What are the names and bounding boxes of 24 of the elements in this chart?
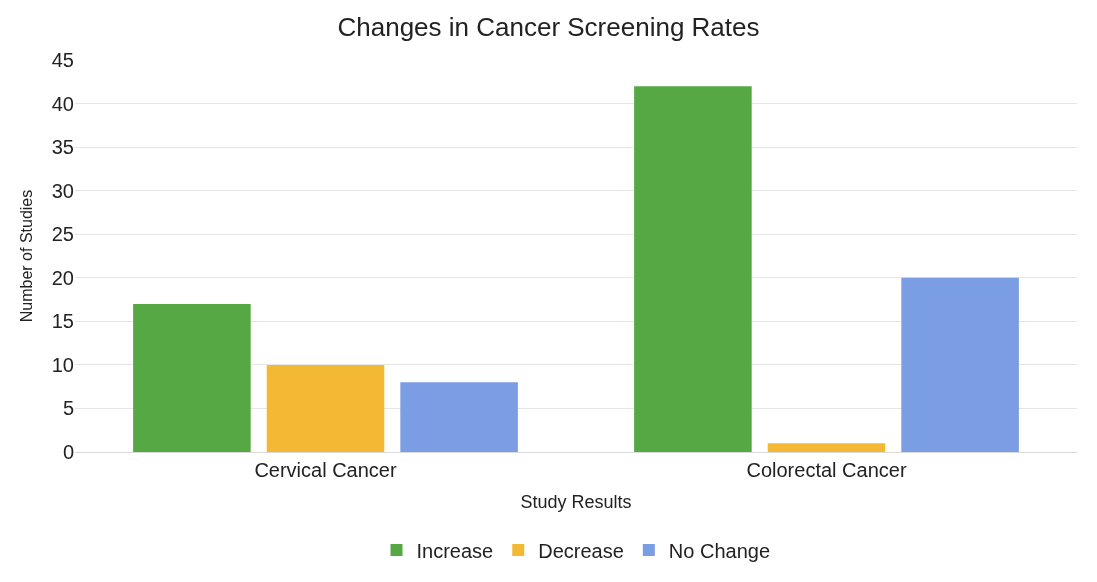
y-tick-label: 20: [51, 266, 74, 289]
legend-label: Decrease: [538, 539, 624, 562]
legend-label: No Change: [668, 539, 771, 562]
y-axis-title: Number of Studies: [17, 189, 35, 323]
y-tick-label: 35: [51, 136, 74, 159]
x-axis-title: Study Results: [520, 492, 632, 513]
y-tick-label: 30: [51, 179, 74, 202]
y-tick-label: 10: [51, 353, 74, 376]
y-tick-label: 45: [51, 49, 74, 71]
y-tick-label: 40: [51, 92, 74, 115]
bar: [767, 443, 886, 452]
chart-title: Changes in Cancer Screening Rates: [337, 11, 760, 42]
legend-label: Increase: [416, 539, 494, 562]
y-tick-label: 5: [62, 397, 74, 420]
bar: [400, 382, 518, 452]
y-tick-label: 15: [51, 310, 74, 333]
x-tick-label: Colorectal Cancer: [746, 459, 907, 481]
bar: [266, 364, 385, 452]
y-tick-label: 0: [62, 441, 74, 463]
bar: [133, 303, 251, 452]
bar: [901, 277, 1019, 452]
y-tick-label: 25: [51, 223, 74, 246]
bar: [634, 86, 752, 452]
x-tick-label: Cervical Cancer: [254, 459, 397, 481]
